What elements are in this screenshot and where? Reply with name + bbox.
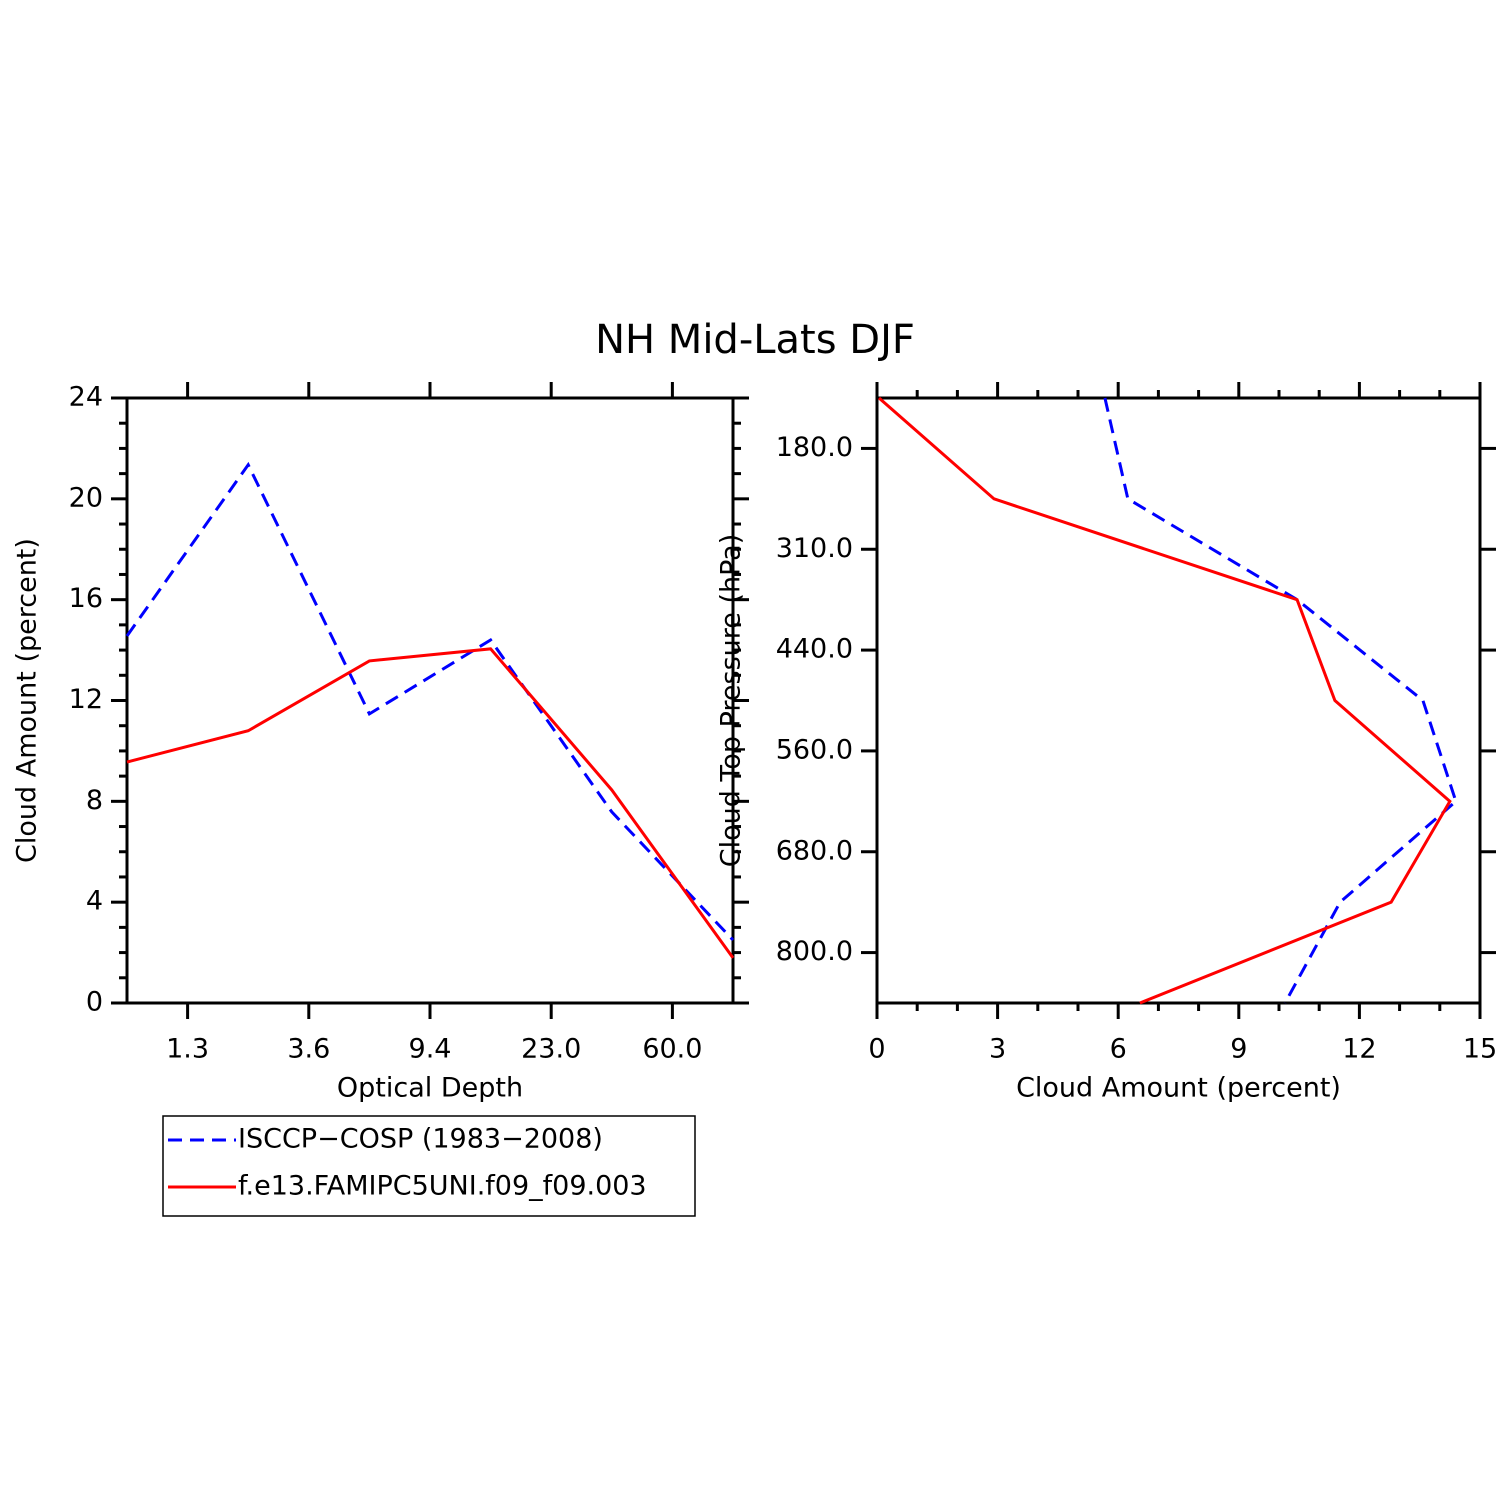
legend-label: f.e13.FAMIPC5UNI.f09_f09.003 (238, 1171, 647, 1202)
series-line (1103, 397, 1458, 1004)
y-tick-label: 310.0 (776, 533, 853, 564)
y-tick-label: 800.0 (776, 936, 853, 967)
y-tick-label: 20 (69, 482, 103, 513)
y-tick-label: 16 (69, 583, 103, 614)
y-tick-label: 680.0 (776, 835, 853, 866)
x-tick-label: 60.0 (642, 1034, 702, 1065)
x-tick-label: 0 (868, 1034, 885, 1065)
x-tick-label: 3 (989, 1034, 1006, 1065)
y-tick-label: 560.0 (776, 734, 853, 765)
plot-frame (125, 396, 735, 1005)
y-tick-label: 440.0 (776, 634, 853, 665)
y-tick-label: 12 (69, 684, 103, 715)
x-tick-label: 3.6 (287, 1034, 330, 1065)
x-axis-title: Optical Depth (337, 1073, 523, 1104)
plot-frame (875, 396, 1482, 1005)
y-tick-label: 8 (86, 785, 103, 816)
chart-title: NH Mid-Lats DJF (595, 317, 915, 363)
y-axis-title: Cloud Amount (percent) (12, 538, 43, 863)
x-tick-label: 9 (1230, 1034, 1247, 1065)
x-tick-label: 6 (1110, 1034, 1127, 1065)
y-tick-label: 4 (86, 886, 103, 917)
legend-box (162, 1115, 696, 1217)
x-tick-label: 23.0 (521, 1034, 581, 1065)
x-tick-label: 15 (1463, 1034, 1497, 1065)
x-tick-label: 9.4 (409, 1034, 452, 1065)
legend-label: ISCCP−COSP (1983−2008) (238, 1124, 603, 1155)
series-line (126, 647, 735, 959)
y-tick-label: 0 (86, 987, 103, 1018)
y-tick-label: 180.0 (776, 432, 853, 463)
y-tick-label: 24 (69, 382, 103, 413)
x-tick-label: 1.3 (166, 1034, 209, 1065)
x-axis-title: Cloud Amount (percent) (1016, 1073, 1341, 1104)
x-tick-label: 12 (1342, 1034, 1376, 1065)
series-line (878, 396, 1452, 1005)
series-line (125, 461, 735, 942)
y-axis-title: Cloud Top Pressure (hPa) (716, 534, 747, 868)
